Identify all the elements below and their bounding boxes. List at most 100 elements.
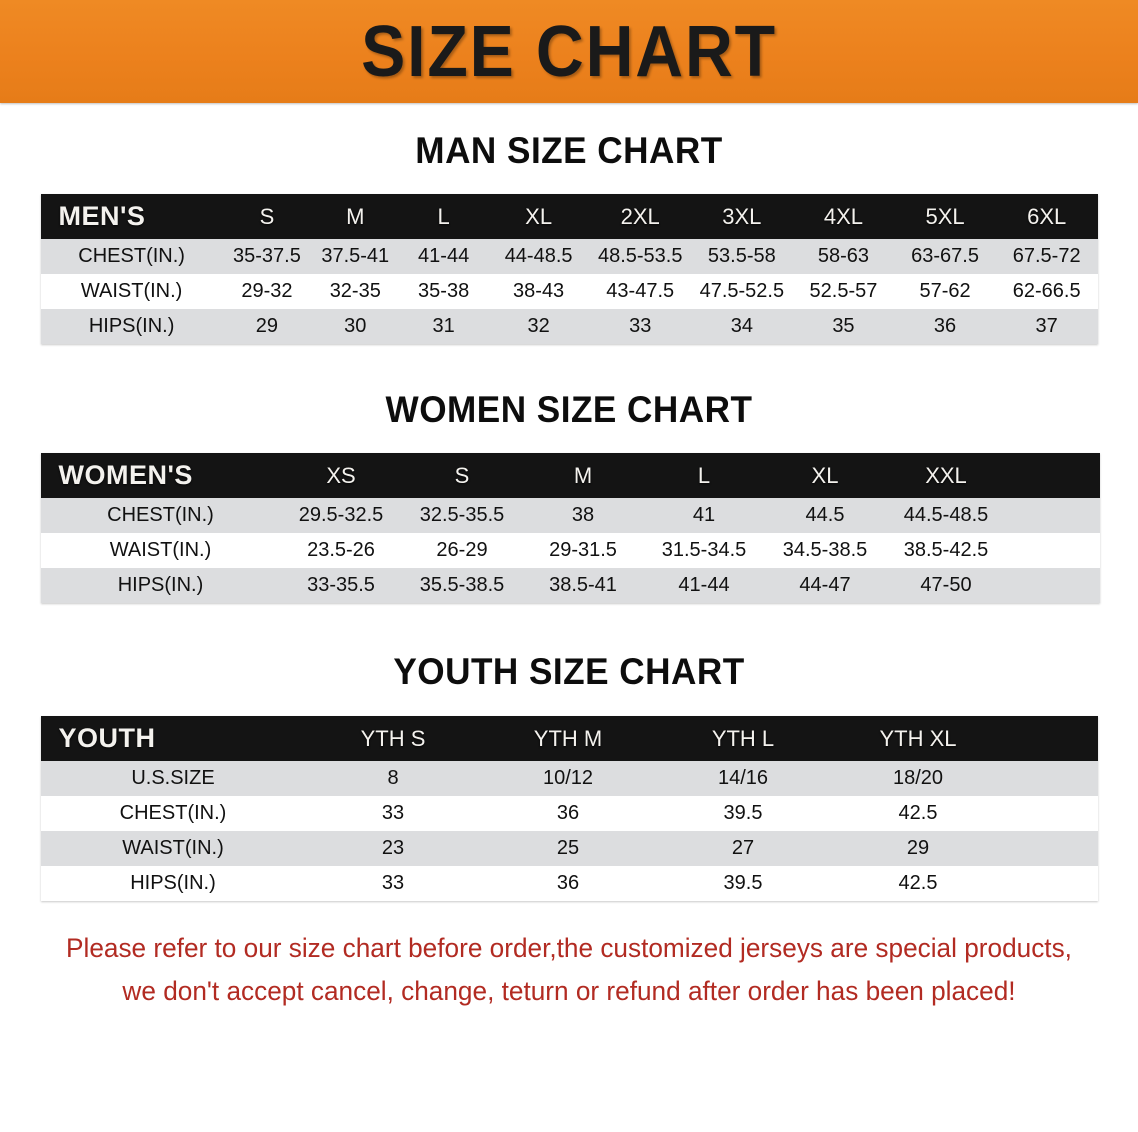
women-header-pad [1007,453,1100,498]
disclaimer-line-1: Please refer to our size chart before or… [66,933,1072,963]
table-row: U.S.SIZE 8 10/12 14/16 18/20 [40,761,1098,796]
youth-waist-xl: 29 [906,837,930,859]
man-hips-l: 31 [432,315,455,337]
man-col-2: L [437,203,450,229]
disclaimer-line-2: we don't accept cancel, change, teturn o… [122,975,1016,1006]
youth-row-label-waist: WAIST(IN.) [122,837,224,859]
man-waist-s: 29-32 [241,280,293,302]
women-row-head-label: WOMEN'S [58,460,193,490]
table-row: WAIST(IN.) 23.5-26 26-29 29-31.5 31.5-34… [40,533,1100,568]
man-chest-xl: 44-48.5 [504,245,573,267]
youth-hips-xl: 42.5 [898,872,938,894]
women-hips-m: 38.5-41 [549,574,617,596]
man-col-3: XL [525,203,553,229]
page-title: SIZE CHART [361,11,777,92]
women-hips-s: 35.5-38.5 [419,574,505,596]
youth-ussize-l: 14/16 [717,767,769,789]
man-chest-3xl: 53.5-58 [707,245,776,267]
youth-row-label-ussize: U.S.SIZE [131,767,215,789]
women-section-title: WOMEN SIZE CHART [385,389,753,430]
man-hips-2xl: 33 [629,315,652,337]
women-chest-xl: 44.5 [805,504,845,526]
man-hips-3xl: 34 [730,315,753,337]
man-row-label-chest: CHEST(IN.) [78,245,185,267]
man-chest-2xl: 48.5-53.5 [597,245,683,267]
women-col-0: XS [326,462,356,488]
women-hips-xl: 44-47 [799,574,851,596]
women-waist-m: 29-31.5 [549,539,617,561]
table-row: CHEST(IN.) 33 36 39.5 42.5 [40,796,1098,831]
man-col-8: 6XL [1027,203,1067,229]
table-row: WAIST(IN.) 23 25 27 29 [40,831,1098,866]
women-table-header-row: WOMEN'S XS S M L XL XXL [40,453,1100,498]
man-row-label-waist: WAIST(IN.) [80,280,183,302]
man-row-label-hips: HIPS(IN.) [88,315,175,337]
man-chest-5xl: 63-67.5 [911,245,979,267]
women-waist-l: 31.5-34.5 [661,539,747,561]
women-waist-xxl: 38.5-42.5 [903,539,989,561]
man-hips-5xl: 36 [933,315,957,337]
man-row-head-label: MEN'S [58,201,146,231]
youth-row-label-hips: HIPS(IN.) [130,872,216,894]
youth-header-pad [1006,716,1098,761]
page-banner: SIZE CHART [0,0,1138,103]
youth-chest-m: 36 [556,802,580,824]
man-waist-2xl: 43-47.5 [606,280,675,302]
youth-ussize-m: 10/12 [542,767,594,789]
man-waist-3xl: 47.5-52.5 [699,280,785,302]
youth-chest-s: 33 [381,802,405,824]
youth-size-table: YOUTH YTH S YTH M YTH L YTH XL U.S.SIZE … [40,716,1098,901]
man-col-5: 3XL [722,203,762,229]
women-waist-s: 26-29 [436,539,488,561]
youth-hips-l: 39.5 [723,872,763,894]
youth-ussize-xl: 18/20 [892,767,944,789]
women-chest-s: 32.5-35.5 [419,504,505,526]
youth-waist-l: 27 [731,837,755,859]
man-chest-l: 41-44 [418,245,470,267]
man-waist-6xl: 62-66.5 [1012,280,1081,302]
youth-waist-s: 23 [381,837,405,859]
table-row: HIPS(IN.) 33 36 39.5 42.5 [40,866,1098,901]
man-chest-4xl: 58-63 [817,245,870,267]
man-waist-l: 35-38 [418,280,470,302]
man-chest-6xl: 67.5-72 [1012,245,1081,267]
women-size-table: WOMEN'S XS S M L XL XXL CHEST(IN.) 29.5-… [40,453,1100,603]
man-section-title: MAN SIZE CHART [415,130,723,171]
youth-hips-m: 36 [556,872,580,894]
man-chest-s: 35-37.5 [232,245,301,267]
women-chest-l: 41 [692,504,716,526]
man-chest-m: 37.5-41 [321,245,390,267]
women-hips-xxl: 47-50 [920,574,972,596]
man-waist-5xl: 57-62 [919,280,971,302]
women-col-2: M [573,462,593,488]
youth-chest-pad [1006,796,1098,831]
women-hips-pad [1007,568,1100,603]
women-row-label-hips: HIPS(IN.) [117,574,204,596]
youth-col-2: YTH L [711,725,775,751]
table-row: WAIST(IN.) 29-32 32-35 35-38 38-43 43-47… [40,274,1098,309]
women-waist-xs: 23.5-26 [307,539,375,561]
women-size-table-wrapper: WOMEN'S XS S M L XL XXL CHEST(IN.) 29.5-… [40,453,1100,603]
women-row-label-waist: WAIST(IN.) [109,539,212,561]
man-hips-s: 29 [255,315,279,337]
man-hips-4xl: 35 [832,315,855,337]
table-row: CHEST(IN.) 35-37.5 37.5-41 41-44 44-48.5… [40,239,1098,274]
women-col-4: XL [811,462,839,488]
man-waist-m: 32-35 [329,280,381,302]
women-chest-xs: 29.5-32.5 [298,504,384,526]
women-chest-xxl: 44.5-48.5 [903,504,989,526]
man-waist-xl: 38-43 [513,280,565,302]
youth-chest-xl: 42.5 [898,802,938,824]
man-hips-xl: 32 [527,315,550,337]
man-size-table-wrapper: MEN'S S M L XL 2XL 3XL 4XL 5XL 6XL CHEST… [40,194,1098,344]
youth-row-label-chest: CHEST(IN.) [119,802,227,824]
women-waist-xl: 34.5-38.5 [782,539,868,561]
man-col-6: 4XL [823,203,864,229]
youth-hips-s: 33 [381,872,405,894]
women-row-label-chest: CHEST(IN.) [107,504,214,526]
women-col-5: XXL [925,462,967,488]
youth-table-header-row: YOUTH YTH S YTH M YTH L YTH XL [40,716,1098,761]
youth-hips-pad [1006,866,1098,901]
man-col-0: S [259,203,275,229]
man-waist-4xl: 52.5-57 [809,280,878,302]
